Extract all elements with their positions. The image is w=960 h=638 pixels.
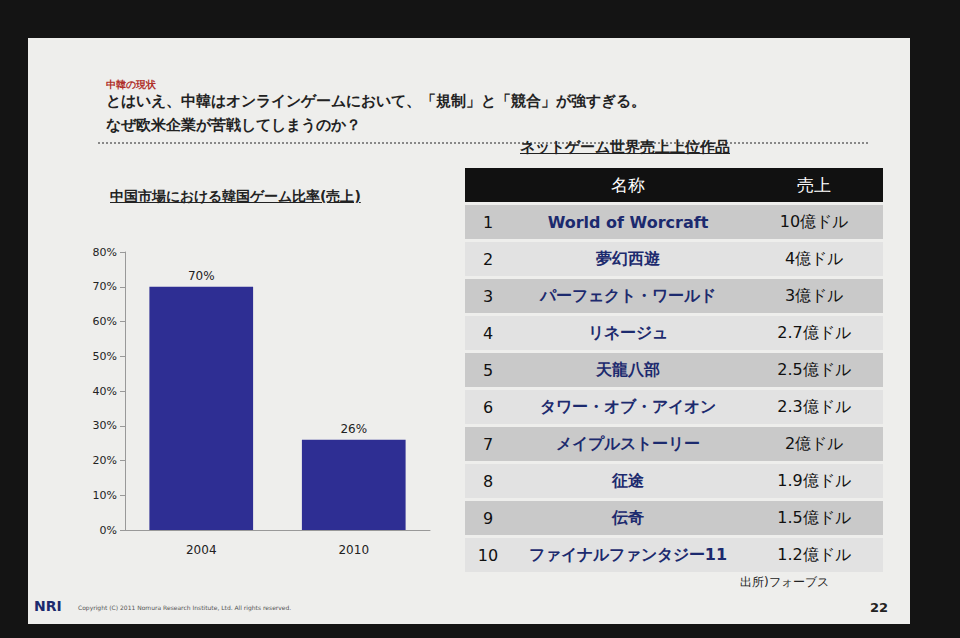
html-text:夢幻西遊: 夢幻西遊 [596, 248, 660, 268]
html-text:2億ドル: 2億ドル [784, 433, 844, 453]
html-text:征途: 征途 [612, 470, 644, 490]
html-text:4億ドル: 4億ドル [784, 248, 844, 268]
svg-text:2004: 2004 [186, 543, 217, 557]
svg-text:40%: 40% [93, 385, 117, 398]
html-text:3: 3 [482, 286, 494, 306]
html-text:5: 5 [482, 360, 494, 380]
html-text:10億ドル: 10億ドル [779, 211, 849, 231]
html-text:9: 9 [482, 508, 494, 528]
html-text:8: 8 [482, 471, 494, 491]
html-text:出所)フォーブス: 出所)フォーブス [740, 575, 829, 589]
svg-text:80%: 80% [93, 246, 117, 259]
html-text:1.9億ドル: 1.9億ドル [777, 470, 851, 490]
html-text:2: 2 [482, 249, 494, 269]
html-text:タワー・オブ・アイオン: タワー・オブ・アイオン [540, 396, 716, 416]
html-text:メイプルストーリー: メイプルストーリー [556, 433, 700, 453]
html-text:1.2億ドル: 1.2億ドル [777, 544, 851, 564]
html-text:1.5億ドル: 1.5億ドル [777, 507, 851, 527]
html-text:売上: 売上 [797, 174, 831, 195]
html-text:中韓の現状: 中韓の現状 [106, 79, 156, 90]
svg-text:70%: 70% [93, 280, 117, 293]
html-text:7: 7 [482, 434, 494, 454]
html-text:6: 6 [482, 397, 494, 417]
html-text:名称: 名称 [611, 174, 645, 195]
html-text:3億ドル: 3億ドル [784, 285, 844, 305]
html-text:ファイナルファンタジー11: ファイナルファンタジー11 [528, 544, 728, 564]
html-text:なぜ欧米企業が苦戦してしまうのか？: なぜ欧米企業が苦戦してしまうのか？ [106, 116, 361, 134]
html-text:Copyright (C) 2011 Nomura Rese: Copyright (C) 2011 Nomura Research Insti… [78, 604, 292, 611]
html-text:World of Worcraft: World of Worcraft [547, 212, 709, 232]
svg-text:0%: 0% [100, 524, 117, 537]
html-text:2.5億ドル: 2.5億ドル [777, 359, 851, 379]
html-text:2.7億ドル: 2.7億ドル [777, 322, 851, 342]
html-text:2.3億ドル: 2.3億ドル [777, 396, 851, 416]
html-text:4: 4 [482, 323, 494, 343]
svg-text:60%: 60% [93, 315, 117, 328]
svg-text:70%: 70% [188, 269, 215, 283]
html-text:中国市場における韓国ゲーム比率(売上): 中国市場における韓国ゲーム比率(売上) [110, 188, 361, 204]
html-text:とはいえ、中韓はオンラインゲームにおいて、「規制」と「競合」: とはいえ、中韓はオンラインゲームにおいて、「規制」と「競合」が強すぎる。 [106, 92, 646, 110]
html-text:リネージュ: リネージュ [588, 322, 668, 342]
svg-text:30%: 30% [93, 419, 117, 432]
svg-text:20%: 20% [93, 454, 117, 467]
svg-text:26%: 26% [340, 422, 367, 436]
html-text:天龍八部: 天龍八部 [596, 359, 660, 379]
html-text:10: 10 [477, 545, 499, 565]
html-text:伝奇: 伝奇 [612, 507, 644, 527]
html-text:NRI: NRI [34, 598, 62, 614]
html-text:22: 22 [870, 600, 889, 615]
svg-text:2010: 2010 [338, 543, 369, 557]
svg-text:10%: 10% [93, 489, 117, 502]
html-text:1: 1 [482, 212, 494, 232]
svg-text:50%: 50% [93, 350, 117, 363]
html-text:パーフェクト・ワールド: パーフェクト・ワールド [540, 285, 716, 305]
html-text:ネットゲーム世界売上上位作品: ネットゲーム世界売上上位作品 [520, 138, 730, 156]
